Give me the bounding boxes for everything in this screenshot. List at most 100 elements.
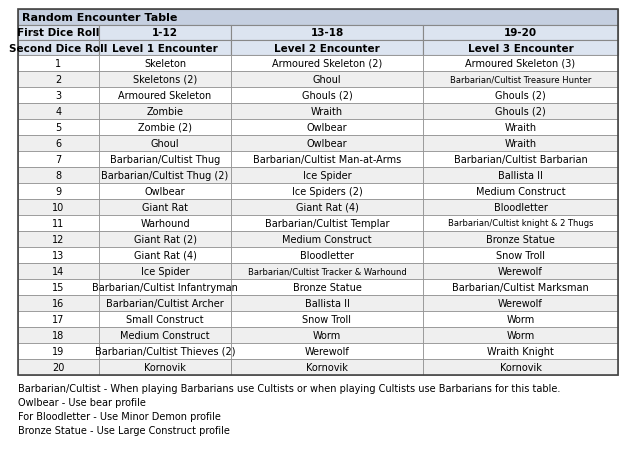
Bar — [18, 248, 99, 263]
Text: Ghouls (2): Ghouls (2) — [495, 107, 546, 117]
Bar — [423, 279, 618, 296]
Text: 8: 8 — [55, 170, 62, 180]
Bar — [423, 168, 618, 184]
Text: 19: 19 — [52, 346, 65, 356]
Bar — [18, 41, 99, 56]
Bar — [99, 216, 231, 231]
Text: Barbarian/Cultist Infantryman: Barbarian/Cultist Infantryman — [92, 282, 238, 292]
Text: Worm: Worm — [506, 314, 535, 324]
Text: Skeleton: Skeleton — [144, 59, 186, 69]
Bar — [423, 104, 618, 120]
Bar — [99, 279, 231, 296]
Bar — [18, 327, 99, 343]
Text: Bloodletter: Bloodletter — [300, 250, 354, 260]
Text: Worm: Worm — [313, 330, 341, 340]
Bar — [423, 216, 618, 231]
Bar — [231, 184, 423, 199]
Bar — [423, 199, 618, 216]
Text: Zombie: Zombie — [146, 107, 184, 117]
Text: Bronze Statue: Bronze Statue — [293, 282, 361, 292]
Text: Bronze Statue - Use Large Construct profile: Bronze Statue - Use Large Construct prof… — [18, 425, 230, 435]
Text: Level 1 Encounter: Level 1 Encounter — [112, 43, 218, 53]
Bar — [231, 136, 423, 152]
Text: 6: 6 — [55, 139, 62, 149]
Text: Werewolf: Werewolf — [305, 346, 349, 356]
Bar — [423, 152, 618, 168]
Text: Zombie (2): Zombie (2) — [138, 123, 192, 133]
Text: 15: 15 — [52, 282, 65, 292]
Text: 14: 14 — [52, 267, 65, 277]
Text: Medium Construct: Medium Construct — [282, 235, 372, 245]
Bar — [231, 216, 423, 231]
Text: 2: 2 — [55, 75, 62, 85]
Text: Werewolf: Werewolf — [498, 267, 543, 277]
Bar — [231, 231, 423, 248]
Text: Owlbear: Owlbear — [307, 123, 347, 133]
Bar — [423, 359, 618, 375]
Text: Barbarian/Cultist knight & 2 Thugs: Barbarian/Cultist knight & 2 Thugs — [448, 219, 593, 228]
Bar — [231, 279, 423, 296]
Bar — [231, 56, 423, 72]
Text: Barbarian/Cultist Thug (2): Barbarian/Cultist Thug (2) — [101, 170, 228, 180]
Bar — [423, 41, 618, 56]
Bar — [99, 168, 231, 184]
Bar — [99, 343, 231, 359]
Bar — [423, 56, 618, 72]
Bar — [423, 120, 618, 136]
Bar — [423, 26, 618, 41]
Text: Barbarian/Cultist Thug: Barbarian/Cultist Thug — [110, 155, 220, 165]
Text: Armoured Skeleton: Armoured Skeleton — [118, 91, 212, 101]
Bar — [18, 26, 99, 41]
Text: Small Construct: Small Construct — [126, 314, 204, 324]
Text: 18: 18 — [52, 330, 65, 340]
Bar — [18, 152, 99, 168]
Text: 7: 7 — [55, 155, 62, 165]
Text: Owlbear: Owlbear — [307, 139, 347, 149]
Bar — [99, 41, 231, 56]
Text: Bloodletter: Bloodletter — [494, 203, 548, 213]
Bar — [423, 296, 618, 311]
Text: Ballista II: Ballista II — [305, 298, 349, 308]
Bar — [18, 72, 99, 88]
Text: 11: 11 — [52, 218, 65, 228]
Bar — [18, 104, 99, 120]
Text: Giant Rat (4): Giant Rat (4) — [134, 250, 197, 260]
Text: 20: 20 — [52, 362, 65, 372]
Text: Ice Spider: Ice Spider — [141, 267, 190, 277]
Bar — [99, 359, 231, 375]
Text: Medium Construct: Medium Construct — [476, 187, 565, 197]
Text: Snow Troll: Snow Troll — [303, 314, 352, 324]
Bar — [99, 296, 231, 311]
Text: Owlbear: Owlbear — [144, 187, 185, 197]
Text: Kornovik: Kornovik — [499, 362, 541, 372]
Text: Barbarian/Cultist - When playing Barbarians use Cultists or when playing Cultist: Barbarian/Cultist - When playing Barbari… — [18, 383, 560, 393]
Bar — [423, 248, 618, 263]
Text: 5: 5 — [55, 123, 62, 133]
Text: 10: 10 — [52, 203, 65, 213]
Bar — [18, 296, 99, 311]
Text: Wraith: Wraith — [504, 139, 537, 149]
Text: Barbarian/Cultist Archer: Barbarian/Cultist Archer — [106, 298, 224, 308]
Bar — [231, 168, 423, 184]
Bar — [99, 311, 231, 327]
Bar — [231, 26, 423, 41]
Text: Barbarian/Cultist Marksman: Barbarian/Cultist Marksman — [452, 282, 589, 292]
Text: 9: 9 — [55, 187, 62, 197]
Bar — [18, 359, 99, 375]
Text: Level 2 Encounter: Level 2 Encounter — [274, 43, 380, 53]
Bar — [99, 263, 231, 279]
Text: 4: 4 — [55, 107, 62, 117]
Text: 1: 1 — [55, 59, 62, 69]
Text: Wraith: Wraith — [504, 123, 537, 133]
Bar — [99, 199, 231, 216]
Text: Skeletons (2): Skeletons (2) — [133, 75, 197, 85]
Text: Bronze Statue: Bronze Statue — [486, 235, 555, 245]
Bar — [423, 72, 618, 88]
Bar — [423, 311, 618, 327]
Text: Armoured Skeleton (3): Armoured Skeleton (3) — [466, 59, 576, 69]
Bar — [231, 359, 423, 375]
Bar — [231, 327, 423, 343]
Bar — [231, 104, 423, 120]
Bar — [18, 168, 99, 184]
Text: Wraith Knight: Wraith Knight — [487, 346, 554, 356]
